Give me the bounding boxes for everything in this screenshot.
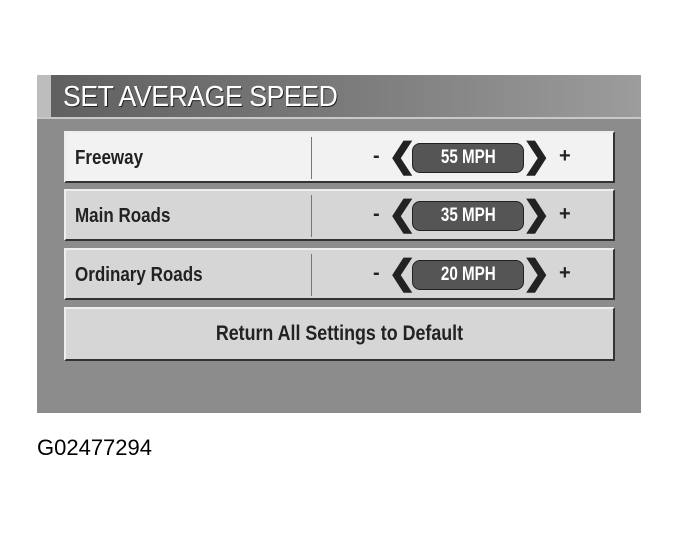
decrease-button[interactable]: - <box>373 203 380 225</box>
speed-value: 35 MPH <box>412 201 524 231</box>
figure-caption: G02477294 <box>37 435 152 460</box>
speed-value: 55 MPH <box>412 143 524 173</box>
return-defaults-label: Return All Settings to Default <box>215 322 464 345</box>
speed-value-text: 55 MPH <box>440 147 496 168</box>
speed-value-text: 20 MPH <box>440 264 496 285</box>
navigation-screen: SET AVERAGE SPEED Freeway - ❮ 55 MPH ❯ +… <box>37 75 641 413</box>
chevron-right-icon[interactable]: ❯ <box>522 137 551 175</box>
chevron-left-icon[interactable]: ❮ <box>388 195 417 233</box>
speed-row-main-roads[interactable]: Main Roads - ❮ 35 MPH ❯ + <box>64 189 615 241</box>
increase-button[interactable]: + <box>559 203 571 225</box>
chevron-right-icon[interactable]: ❯ <box>522 254 551 292</box>
divider <box>311 195 312 237</box>
chevron-left-icon[interactable]: ❮ <box>388 137 417 175</box>
speed-row-ordinary-roads[interactable]: Ordinary Roads - ❮ 20 MPH ❯ + <box>64 248 615 300</box>
chevron-left-icon[interactable]: ❮ <box>388 254 417 292</box>
chevron-right-icon[interactable]: ❯ <box>522 195 551 233</box>
speed-value: 20 MPH <box>412 260 524 290</box>
divider <box>311 254 312 296</box>
increase-button[interactable]: + <box>559 262 571 284</box>
page-title: SET AVERAGE SPEED <box>63 81 338 113</box>
speed-value-text: 35 MPH <box>440 205 496 226</box>
title-bar: SET AVERAGE SPEED <box>37 75 641 119</box>
increase-button[interactable]: + <box>559 145 571 167</box>
divider <box>311 137 312 179</box>
row-label: Ordinary Roads <box>75 264 203 286</box>
row-label: Main Roads <box>75 205 171 227</box>
decrease-button[interactable]: - <box>373 145 380 167</box>
decrease-button[interactable]: - <box>373 262 380 284</box>
return-defaults-button[interactable]: Return All Settings to Default <box>64 307 615 361</box>
row-label: Freeway <box>75 147 144 169</box>
title-accent <box>37 75 51 117</box>
speed-row-freeway[interactable]: Freeway - ❮ 55 MPH ❯ + <box>64 131 615 183</box>
